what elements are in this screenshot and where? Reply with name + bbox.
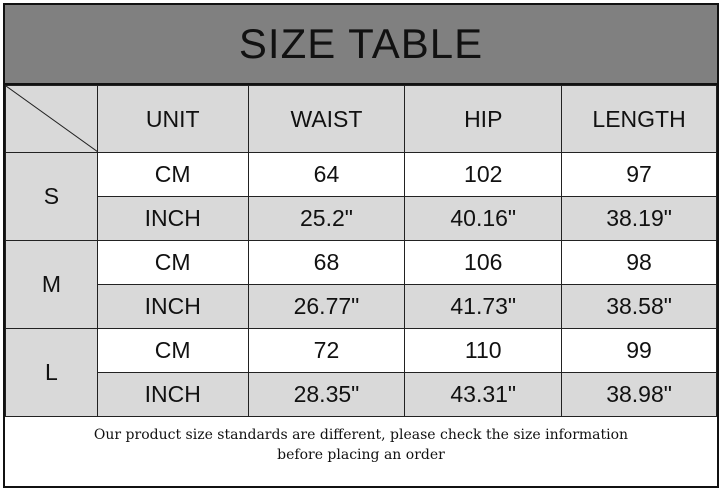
waist-cell: 68 (247, 240, 406, 285)
length-cell: 38.98" (561, 372, 717, 417)
waist-cell: 25.2" (247, 196, 406, 241)
header-hip: HIP (404, 85, 563, 153)
waist-cell: 64 (247, 152, 406, 197)
table-row: INCH 25.2" 40.16" 38.19" (6, 196, 717, 241)
hip-cell: 40.16" (404, 196, 563, 241)
table-row: M CM 68 106 98 (5, 240, 717, 329)
header-unit: UNIT (96, 85, 249, 153)
table-row: S CM 64 102 97 (5, 152, 717, 241)
header-length: LENGTH (561, 85, 717, 153)
waist-cell: 26.77" (247, 284, 406, 329)
waist-cell: 28.35" (247, 372, 406, 417)
hip-cell: 102 (404, 152, 563, 197)
size-label: L (5, 328, 98, 417)
size-chart: SIZE TABLE UNIT WAIST HIP LENGTH S CM 64 10… (3, 3, 719, 488)
header-waist: WAIST (247, 85, 406, 153)
hip-cell: 41.73" (404, 284, 563, 329)
length-cell: 38.19" (561, 196, 717, 241)
note-line-2: before placing an order (277, 447, 445, 463)
size-label: M (5, 240, 98, 329)
unit-cell: CM (96, 240, 249, 285)
hip-cell: 43.31" (404, 372, 563, 417)
unit-cell: INCH (96, 372, 249, 417)
table-row: L CM 72 110 99 (5, 328, 717, 417)
diagonal-corner-cell (5, 85, 98, 153)
unit-cell: CM (96, 328, 249, 373)
note-line-1: Our product size standards are different… (93, 427, 629, 443)
table-row: INCH 26.77" 41.73" 38.58" (6, 284, 717, 329)
header-row: UNIT WAIST HIP LENGTH (5, 85, 717, 153)
length-cell: 98 (561, 240, 717, 285)
length-cell: 38.58" (561, 284, 717, 329)
size-note: Our product size standards are different… (5, 416, 717, 486)
size-label: S (5, 152, 98, 241)
hip-cell: 106 (404, 240, 563, 285)
table-title: SIZE TABLE (5, 5, 717, 85)
waist-cell: 72 (247, 328, 406, 373)
table-row: INCH 28.35" 43.31" 38.98" (6, 372, 717, 417)
unit-cell: INCH (96, 284, 249, 329)
diagonal-line (6, 86, 98, 152)
unit-cell: INCH (96, 196, 249, 241)
length-cell: 99 (561, 328, 717, 373)
length-cell: 97 (561, 152, 717, 197)
hip-cell: 110 (404, 328, 563, 373)
size-table: UNIT WAIST HIP LENGTH S CM 64 102 97 INCH 25.2… (5, 85, 717, 417)
unit-cell: CM (96, 152, 249, 197)
